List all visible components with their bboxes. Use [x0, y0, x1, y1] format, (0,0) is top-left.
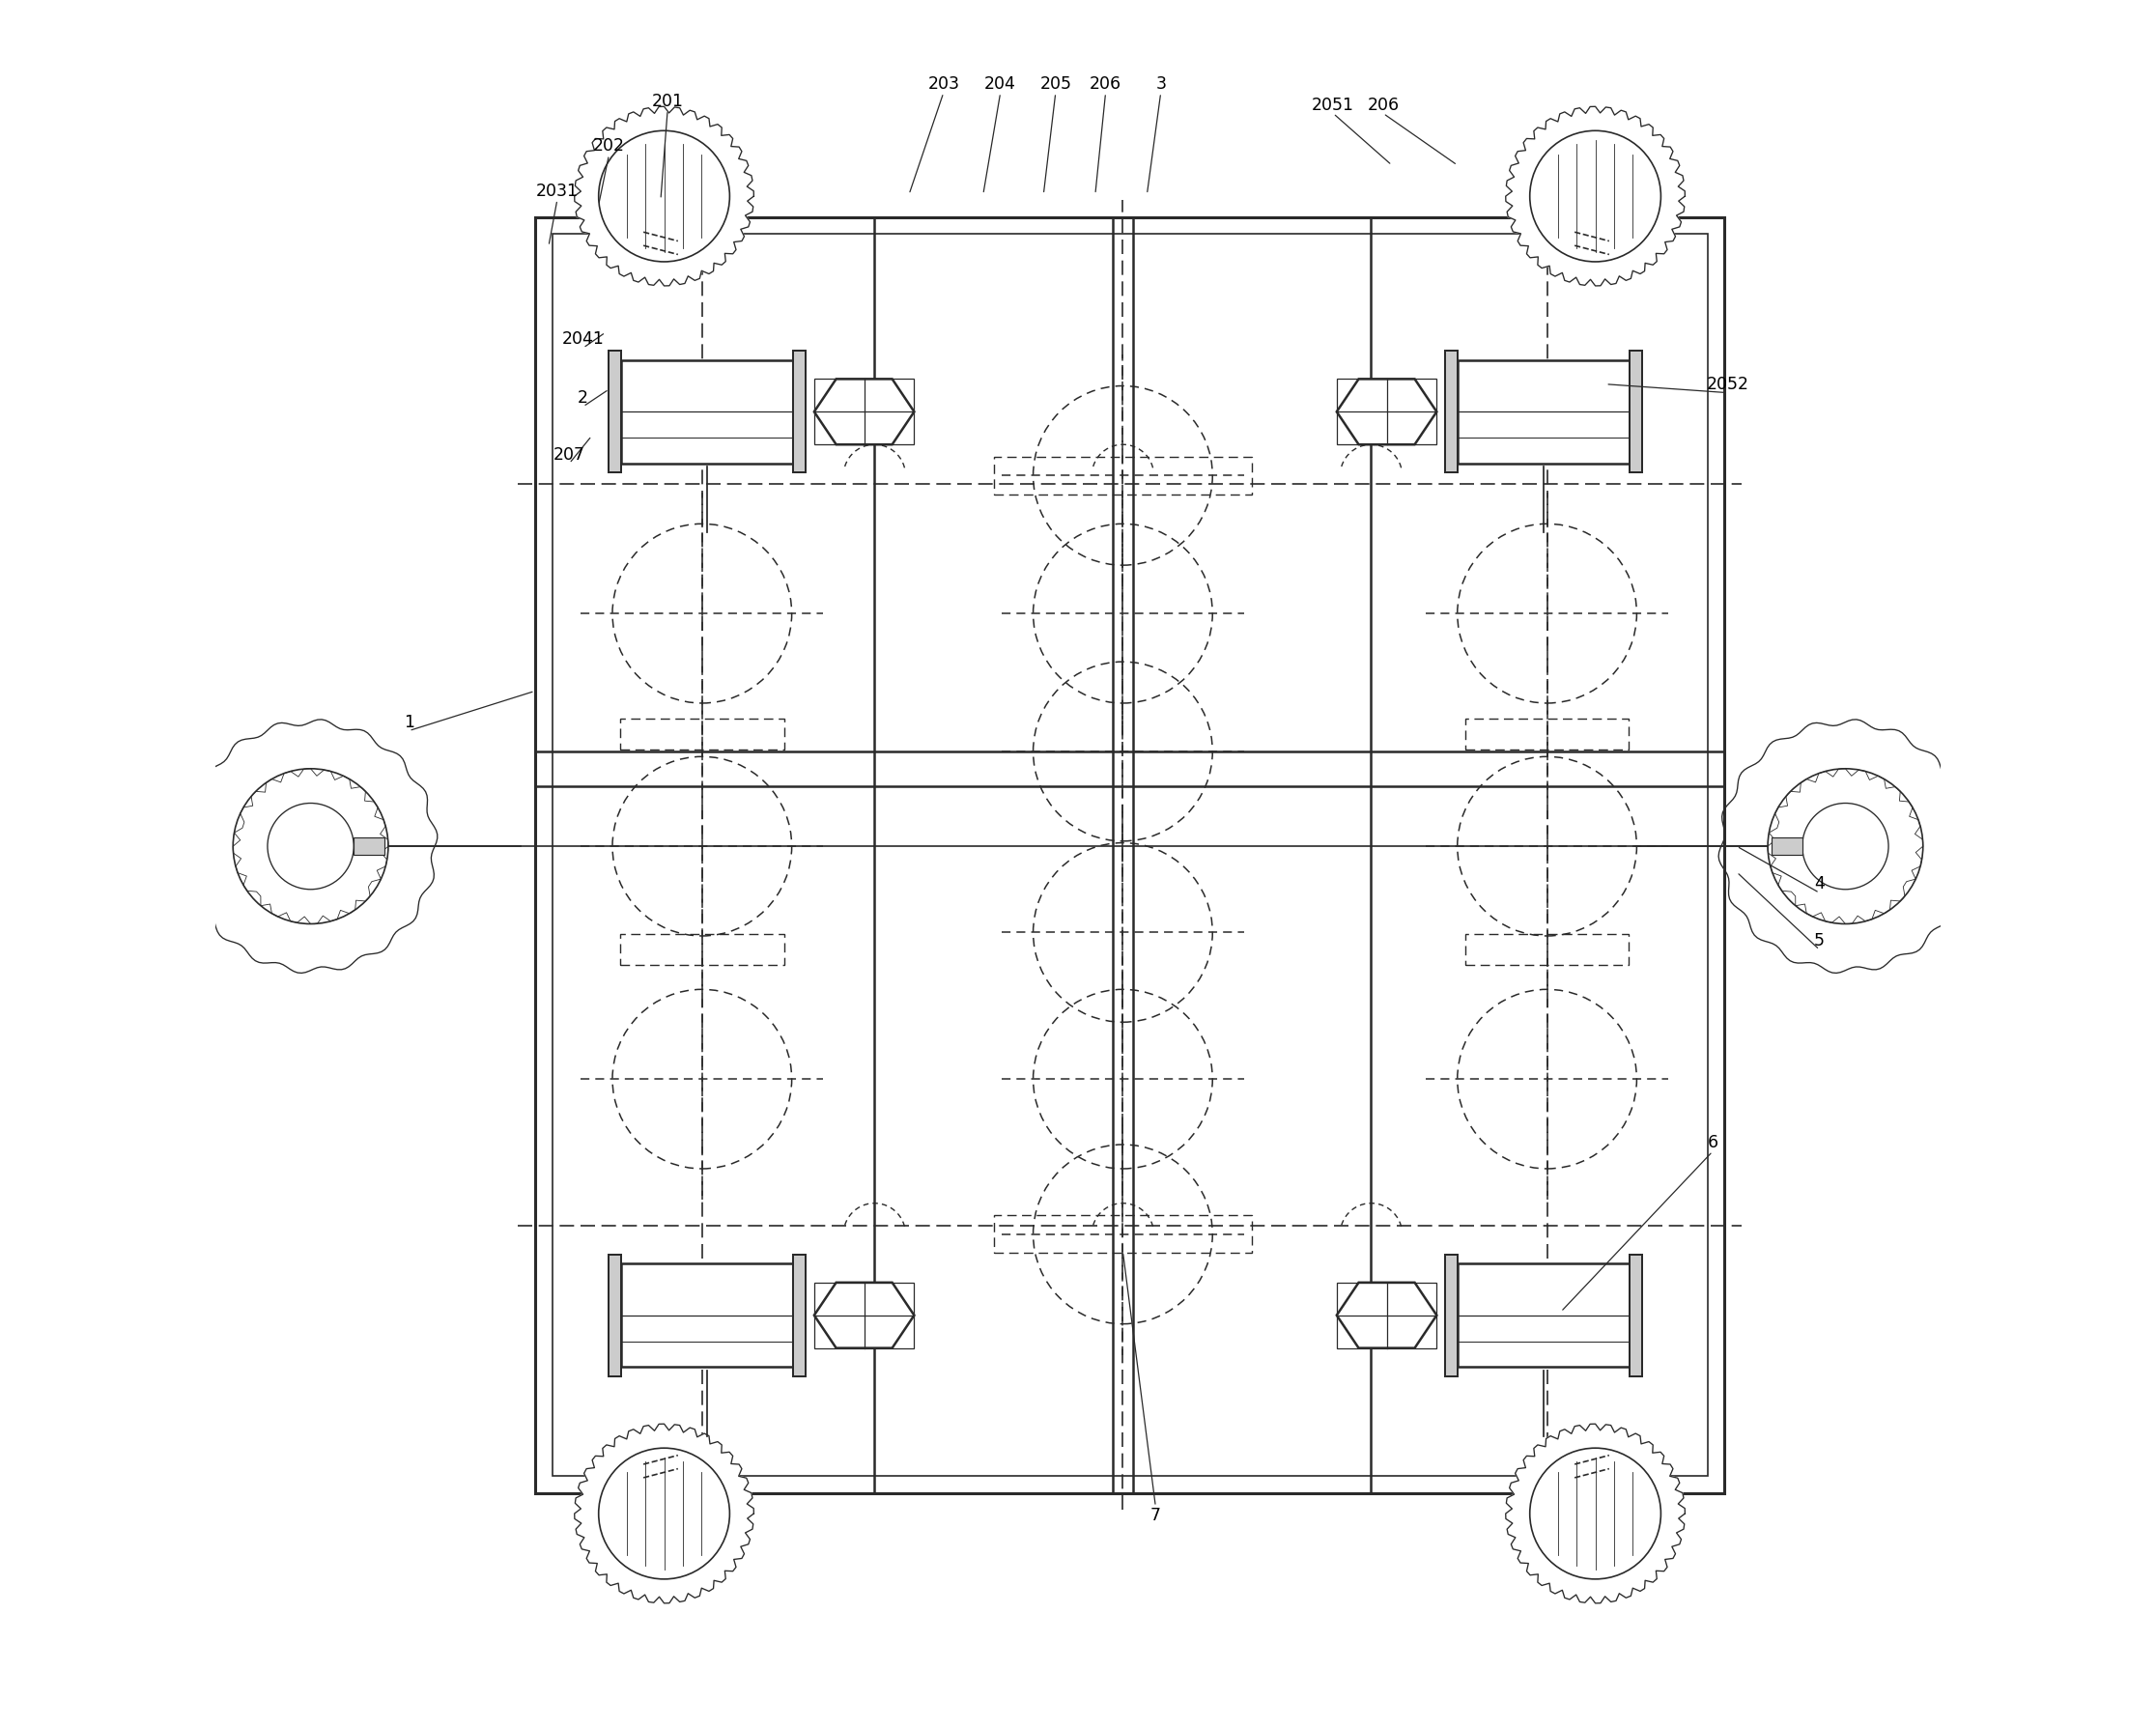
Text: 5: 5 [1813, 933, 1824, 950]
Bar [1630, 1254, 1643, 1376]
Circle shape [1768, 769, 1923, 924]
Bar [793, 351, 806, 473]
Bar [621, 934, 785, 965]
Polygon shape [1337, 1283, 1436, 1349]
Bar [621, 1264, 793, 1368]
Circle shape [1531, 131, 1660, 263]
Bar [1630, 351, 1643, 473]
Bar [621, 359, 793, 463]
Circle shape [599, 1447, 729, 1578]
Bar [1772, 838, 1802, 855]
Text: 207: 207 [554, 446, 584, 463]
Text: 202: 202 [593, 138, 625, 155]
Bar [1337, 378, 1436, 444]
Polygon shape [1337, 378, 1436, 444]
Bar [1466, 934, 1630, 965]
Bar [1445, 1254, 1457, 1376]
Bar [1337, 1283, 1436, 1349]
Text: 4: 4 [1813, 876, 1824, 893]
Bar [621, 718, 785, 750]
Text: 1: 1 [403, 713, 414, 731]
Text: 2052: 2052 [1708, 375, 1749, 392]
Bar [1457, 359, 1630, 463]
Text: 2041: 2041 [563, 330, 604, 349]
Bar [552, 235, 1708, 1475]
Text: 7: 7 [1151, 1506, 1160, 1523]
Polygon shape [815, 378, 914, 444]
Text: 6: 6 [1708, 1135, 1718, 1152]
Text: 206: 206 [1367, 97, 1399, 114]
Bar [994, 456, 1253, 494]
Circle shape [267, 803, 354, 889]
Bar [994, 1216, 1253, 1254]
Bar [1445, 351, 1457, 473]
Text: 2: 2 [578, 389, 589, 406]
Bar [608, 351, 621, 473]
Text: 2051: 2051 [1313, 97, 1354, 114]
Text: 204: 204 [985, 76, 1015, 93]
Polygon shape [573, 107, 755, 287]
Text: 3: 3 [1156, 76, 1166, 93]
Polygon shape [815, 1283, 914, 1349]
Circle shape [233, 769, 388, 924]
Circle shape [1531, 1447, 1660, 1578]
Bar [608, 1254, 621, 1376]
Text: 201: 201 [651, 93, 683, 111]
Polygon shape [573, 1423, 755, 1603]
Bar [793, 1254, 806, 1376]
Bar [815, 378, 914, 444]
Bar [815, 1283, 914, 1349]
Circle shape [1802, 803, 1889, 889]
Text: 203: 203 [927, 76, 959, 93]
Bar [1466, 718, 1630, 750]
Circle shape [599, 131, 729, 263]
Text: 205: 205 [1039, 76, 1072, 93]
Text: 2031: 2031 [537, 183, 578, 200]
Bar [535, 218, 1725, 1492]
Polygon shape [1505, 1423, 1686, 1603]
Bar [354, 838, 384, 855]
Polygon shape [1505, 107, 1686, 287]
Bar [1457, 1264, 1630, 1368]
Text: 206: 206 [1089, 76, 1121, 93]
